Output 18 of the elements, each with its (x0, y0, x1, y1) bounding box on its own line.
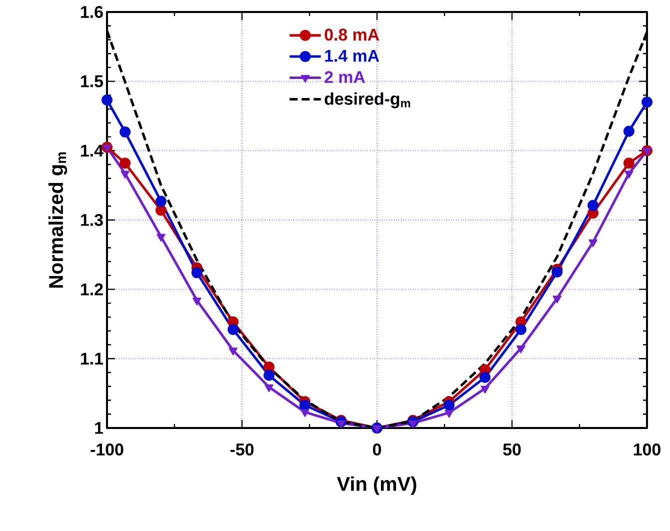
x-tick-label: -100 (90, 444, 124, 456)
x-tick-label: 50 (503, 444, 521, 456)
legend-label: 2 mA (324, 71, 366, 83)
y-tick-label: 1 (95, 422, 104, 434)
y-tick-label: 1.2 (81, 283, 103, 296)
y-tick-label: 1.6 (81, 6, 103, 18)
x-tick-label: -50 (230, 444, 254, 456)
y-tick-label: 1.5 (81, 75, 104, 88)
y-tick-label: 1.3 (81, 214, 103, 226)
x-tick-label: 100 (634, 444, 660, 456)
legend-label: 1.4 mA (325, 50, 380, 62)
legend-label: 0.8 mA (324, 28, 380, 41)
y-axis-title: Normalized g$_{m}$ (48, 152, 68, 288)
x-axis-title: Vin (mV) (336, 476, 416, 495)
y-tick-label: 1.1 (81, 352, 104, 364)
x-tick-label: 0 (372, 444, 382, 456)
legend-label: desired-g$_{m}$ (324, 92, 410, 108)
y-tick-label: 1.4 (81, 144, 104, 156)
